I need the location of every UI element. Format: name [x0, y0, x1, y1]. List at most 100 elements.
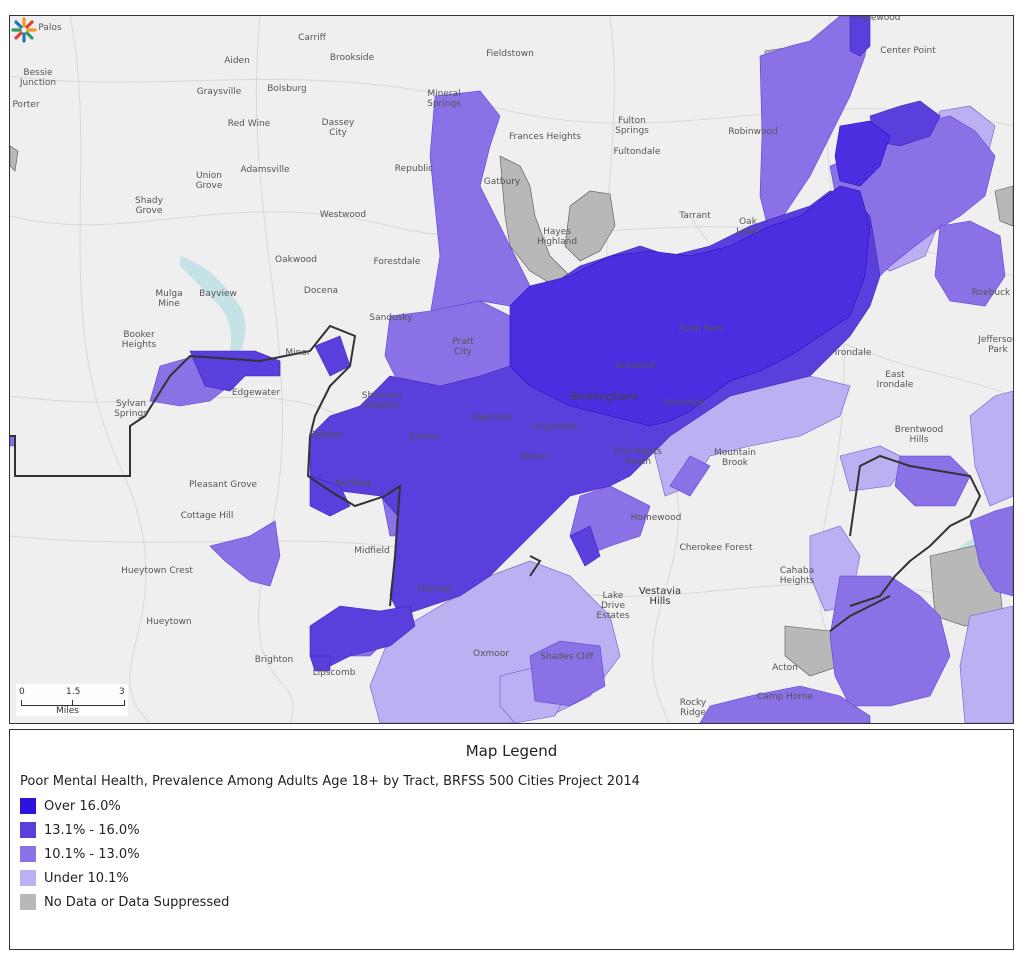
place-label: Center Point	[880, 46, 936, 56]
place-label: Union Grove	[195, 171, 223, 191]
place-label: Frances Heights	[509, 132, 581, 142]
place-label: Red Wine	[227, 119, 271, 129]
place-label: Brookside	[329, 53, 375, 63]
place-label: Elyton	[519, 452, 549, 462]
place-label: Docena	[303, 286, 339, 296]
place-label-birmingham: Birmingham	[570, 390, 638, 403]
place-label: Norwood	[614, 361, 656, 371]
place-label: Cherokee Forest	[679, 543, 753, 553]
legend-swatch	[20, 894, 36, 910]
scale-units: Miles	[56, 706, 79, 716]
legend-title: Map Legend	[465, 742, 558, 760]
legend-label: Over 16.0%	[44, 798, 121, 814]
legend-item-no-data: No Data or Data Suppressed	[20, 890, 229, 914]
legend-swatch	[20, 822, 36, 838]
place-label: Minor	[285, 348, 311, 358]
place-label: Sherman Heights	[361, 391, 403, 411]
place-label: Tarrant	[679, 211, 711, 221]
place-label: Hayes Highland	[536, 227, 578, 247]
scale-bar: 0 1.5 3 Miles	[16, 684, 128, 716]
place-label: Brighton	[254, 655, 294, 665]
place-label: Hueytown Crest	[121, 566, 193, 576]
place-label: Pratt City	[452, 337, 474, 357]
scale-tick-0: 0	[19, 687, 25, 697]
place-label: Palos	[38, 23, 62, 33]
legend-item-over-16: Over 16.0%	[20, 794, 229, 818]
map-svg	[10, 16, 1013, 723]
place-label: Fultondale	[613, 147, 661, 157]
place-label: Avon Park	[678, 324, 724, 334]
place-label: Lake Drive Estates	[596, 591, 630, 621]
place-label: Ensley	[409, 432, 439, 442]
place-label: Graysville	[196, 87, 242, 97]
place-label: Duncan	[417, 584, 453, 594]
place-label: Robson	[309, 430, 343, 440]
place-label: Mineral Springs	[427, 89, 461, 109]
legend-label: 10.1% - 13.0%	[44, 846, 140, 862]
place-label: Cottage Hill	[180, 511, 234, 521]
place-label: Booker Heights	[121, 330, 157, 350]
place-label: Republic	[394, 164, 434, 174]
place-label: Shades Cliff	[540, 652, 594, 662]
place-label: Gatbury	[483, 177, 521, 187]
scale-bar-line	[21, 700, 125, 706]
place-label: Lipscomb	[312, 668, 356, 678]
place-label: Westwood	[319, 210, 367, 220]
place-label: Midfield	[354, 546, 390, 556]
place-label: Acton	[772, 663, 798, 673]
place-label: Oxmoor	[473, 649, 509, 659]
place-label: East Irondale	[876, 370, 914, 390]
place-label: Homewood	[630, 513, 682, 523]
place-label: Sandusky	[369, 313, 413, 323]
place-label: Five Points South	[614, 447, 662, 467]
place-label: Porter	[12, 100, 40, 110]
place-label: Pleasant Grove	[188, 480, 258, 490]
place-label: Irondale	[834, 348, 872, 358]
place-label: Jefferson Park	[978, 335, 1014, 355]
place-label: Oak Lawn	[736, 217, 760, 237]
place-label: Shady Grove	[135, 196, 163, 216]
place-label: Rocky Ridge	[679, 698, 707, 718]
place-label: Hueytown	[146, 617, 192, 627]
water-bayview	[180, 256, 246, 361]
legend-items: Over 16.0% 13.1% - 16.0% 10.1% - 13.0% U…	[20, 794, 229, 914]
place-label: Avondale	[663, 398, 705, 408]
map-legend: Map Legend Poor Mental Health, Prevalenc…	[9, 729, 1014, 950]
place-label: Mulga Mine	[155, 289, 183, 309]
place-label-vestavia-hills: Vestavia Hills	[638, 586, 682, 607]
place-label: Carriff	[298, 33, 326, 43]
legend-label: 13.1% - 16.0%	[44, 822, 140, 838]
place-label: Oakwood	[275, 255, 317, 265]
place-label: Graymont	[532, 422, 578, 432]
legend-swatch	[20, 870, 36, 886]
place-label: Dassey City	[321, 118, 355, 138]
place-label: Robinwood	[728, 127, 778, 137]
place-label: Edgewater	[231, 388, 281, 398]
legend-swatch	[20, 798, 36, 814]
city-boundary	[10, 324, 982, 632]
place-label: Forestdale	[373, 257, 421, 267]
place-label: Sylvan Springs	[114, 399, 148, 419]
tracts-over-16	[509, 120, 891, 427]
legend-subtitle: Poor Mental Health, Prevalence Among Adu…	[20, 774, 640, 789]
legend-item-13-to-16: 13.1% - 16.0%	[20, 818, 229, 842]
legend-item-under-10: Under 10.1%	[20, 866, 229, 890]
place-label: Fieldstown	[486, 49, 534, 59]
scale-tick-1: 1.5	[66, 687, 81, 697]
scale-tick-2: 3	[119, 687, 125, 697]
legend-label: Under 10.1%	[44, 870, 129, 886]
legend-item-10-to-13: 10.1% - 13.0%	[20, 842, 229, 866]
place-label: Adamsville	[240, 165, 290, 175]
place-label: Aiden	[224, 56, 250, 66]
place-label: Lakewood	[855, 15, 901, 23]
place-label: Bolsburg	[267, 84, 307, 94]
logo-icon	[11, 17, 37, 43]
place-label: Bayview	[199, 289, 237, 299]
place-label: Fairfield	[335, 479, 371, 489]
legend-swatch	[20, 846, 36, 862]
legend-label: No Data or Data Suppressed	[44, 894, 230, 910]
place-label: Camp Horne	[756, 692, 814, 702]
map-canvas[interactable]: Palos Carriff Brookside Fieldstown Lakew…	[9, 15, 1014, 724]
scale-bar-mid	[72, 700, 73, 705]
tracts-10-to-13	[10, 16, 1013, 723]
